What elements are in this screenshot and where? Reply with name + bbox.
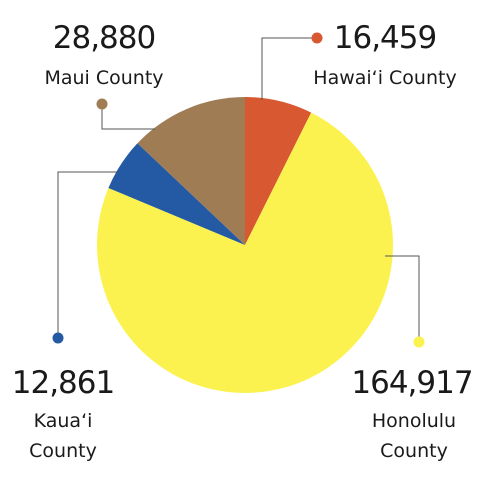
slice-category-label: Honolulu bbox=[372, 410, 456, 432]
slice-category-label: Maui County bbox=[44, 67, 163, 89]
slice-category-label: Hawai‘i County bbox=[313, 67, 456, 89]
leader-line bbox=[101, 104, 155, 130]
leader-line bbox=[57, 171, 118, 338]
slice-value-label: 28,880 bbox=[53, 20, 155, 56]
leader-line bbox=[261, 37, 317, 100]
slice-value-label: 164,917 bbox=[351, 365, 472, 401]
slice-category-label: County bbox=[380, 440, 448, 462]
leader-lines bbox=[52, 32, 425, 348]
slice-category-label: County bbox=[29, 440, 97, 462]
pie-slices bbox=[96, 97, 394, 393]
legend-dot bbox=[413, 336, 425, 348]
legend-dot bbox=[96, 98, 108, 110]
pie-slice bbox=[137, 97, 245, 245]
pie-slice bbox=[245, 97, 312, 245]
pie-slice bbox=[108, 143, 245, 245]
slice-category-label: Kaua‘i bbox=[34, 410, 93, 432]
leader-line bbox=[385, 255, 420, 342]
legend-dot bbox=[52, 332, 64, 344]
slice-labels: 16,459 Hawai‘i County 164,917 Honolulu Count… bbox=[12, 20, 474, 462]
legend-dot bbox=[311, 32, 323, 44]
pie-slice bbox=[96, 112, 394, 393]
slice-value-label: 12,861 bbox=[12, 365, 114, 401]
slice-value-label: 16,459 bbox=[334, 20, 436, 56]
